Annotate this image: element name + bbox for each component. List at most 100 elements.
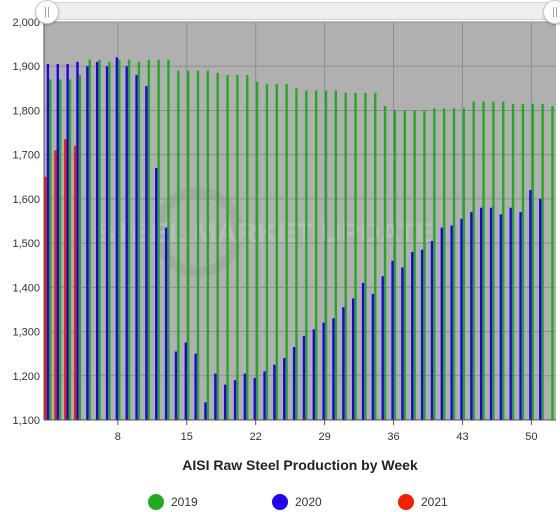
bar-2019-week-48 [511, 103, 515, 420]
bar-2019-week-18 [216, 72, 219, 421]
bar-2019-week-17 [206, 70, 210, 420]
bar-2019-week-8 [118, 59, 121, 421]
bar-2020-week-6 [95, 61, 99, 421]
bar-2020-week-40 [430, 240, 434, 420]
bar-2020-week-1 [46, 64, 50, 420]
bar-2020-week-17 [204, 402, 207, 420]
y-tick-label: 1,500 [12, 238, 40, 250]
bar-2019-week-21 [246, 75, 249, 420]
bar-2019-week-11 [147, 59, 150, 421]
bar-2019-week-52 [551, 106, 554, 421]
bar-2019-week-15 [186, 70, 190, 420]
bar-2019-week-9 [127, 59, 131, 421]
legend-label-2021: 2021 [421, 495, 448, 509]
bar-2020-week-24 [273, 364, 276, 420]
bar-2020-week-50 [529, 190, 532, 420]
bar-2019-week-14 [177, 70, 180, 420]
bar-2019-week-45 [482, 101, 485, 420]
bar-2020-week-26 [292, 347, 296, 420]
x-tick-label: 15 [181, 431, 193, 443]
bar-2019-week-44 [472, 101, 475, 420]
range-scrollbar[interactable]: || || [35, 0, 560, 24]
bar-2020-week-49 [519, 212, 522, 420]
bar-2020-week-8 [115, 57, 119, 420]
scroll-handle-right[interactable]: || [543, 0, 560, 24]
bar-2019-week-40 [433, 108, 436, 420]
bar-2019-week-41 [442, 108, 446, 420]
bar-2020-week-31 [342, 307, 345, 420]
bar-2020-week-38 [411, 251, 414, 420]
bar-2019-week-16 [196, 70, 200, 420]
y-tick-label: 2,000 [12, 17, 40, 29]
bar-2020-week-16 [194, 353, 197, 420]
bar-2019-week-3 [68, 79, 72, 421]
y-tick-label: 1,400 [12, 282, 40, 294]
bar-2019-week-38 [413, 110, 416, 420]
bar-2019-week-42 [452, 108, 456, 420]
bar-2019-week-5 [88, 59, 91, 421]
bar-2019-week-25 [285, 83, 288, 420]
bar-2020-week-44 [470, 212, 473, 420]
legend-item-2019[interactable]: 2019 [148, 494, 198, 510]
x-tick-label: 50 [525, 431, 537, 443]
x-tick-label: 36 [387, 431, 399, 443]
bar-2020-week-29 [322, 322, 325, 420]
bar-2019-week-20 [236, 75, 239, 420]
bar-2019-week-43 [462, 108, 466, 420]
bar-2020-week-51 [539, 198, 542, 420]
bar-2019-week-27 [305, 90, 308, 420]
bar-2019-week-1 [49, 79, 52, 421]
bar-2020-week-45 [479, 207, 483, 420]
bar-2019-week-2 [58, 79, 62, 421]
scroll-handle-left[interactable]: || [35, 0, 59, 24]
chart-title: AISI Raw Steel Production by Week [182, 457, 418, 473]
bar-2019-week-24 [275, 83, 278, 420]
bar-2020-week-12 [155, 167, 158, 420]
bar-2020-week-14 [174, 351, 178, 420]
legend-item-2021[interactable]: 2021 [398, 494, 448, 510]
bar-2020-week-42 [450, 225, 453, 420]
bar-2020-week-7 [105, 66, 109, 420]
bar-2020-week-18 [214, 373, 217, 420]
bar-2019-week-32 [354, 92, 357, 420]
legend-label-2019: 2019 [171, 495, 198, 509]
bar-2020-week-36 [391, 260, 394, 420]
y-tick-label: 1,900 [12, 61, 40, 73]
bar-2021-week-1 [44, 176, 47, 420]
bar-2019-week-7 [108, 61, 111, 421]
bar-2019-week-28 [314, 90, 318, 420]
bar-2021-week-4 [73, 145, 77, 420]
bar-2019-week-19 [226, 75, 229, 420]
bar-2019-week-50 [531, 103, 534, 420]
bar-2020-week-30 [332, 318, 335, 420]
bar-2020-week-22 [253, 377, 256, 420]
x-tick-label: 22 [250, 431, 262, 443]
bar-2019-week-31 [344, 92, 347, 420]
bar-2019-week-46 [492, 101, 495, 420]
x-tick-label: 29 [318, 431, 330, 443]
bar-2020-week-33 [361, 282, 365, 420]
y-tick-label: 1,600 [12, 194, 40, 206]
legend-label-2020: 2020 [295, 495, 322, 509]
legend-dot-2019 [148, 494, 164, 510]
bar-2020-week-11 [145, 86, 148, 421]
bar-2020-week-21 [243, 373, 247, 420]
bar-2020-week-2 [56, 64, 59, 420]
legend-dot-2021 [398, 494, 414, 510]
bar-2020-week-3 [66, 64, 69, 420]
bar-marks [44, 57, 554, 421]
legend-item-2020[interactable]: 2020 [272, 494, 322, 510]
bar-2020-week-19 [223, 384, 227, 420]
legend-dot-2020 [272, 494, 288, 510]
bar-2019-week-47 [502, 101, 505, 420]
bar-2020-week-4 [76, 61, 79, 421]
bar-2019-week-37 [403, 110, 406, 420]
bar-2019-week-34 [374, 92, 377, 420]
bar-2020-week-25 [283, 358, 286, 420]
bar-2020-week-13 [164, 227, 168, 420]
bar-2019-week-23 [265, 83, 269, 420]
bar-2020-week-35 [381, 276, 384, 420]
bar-2019-week-39 [423, 110, 426, 420]
bar-2019-week-10 [137, 61, 141, 421]
